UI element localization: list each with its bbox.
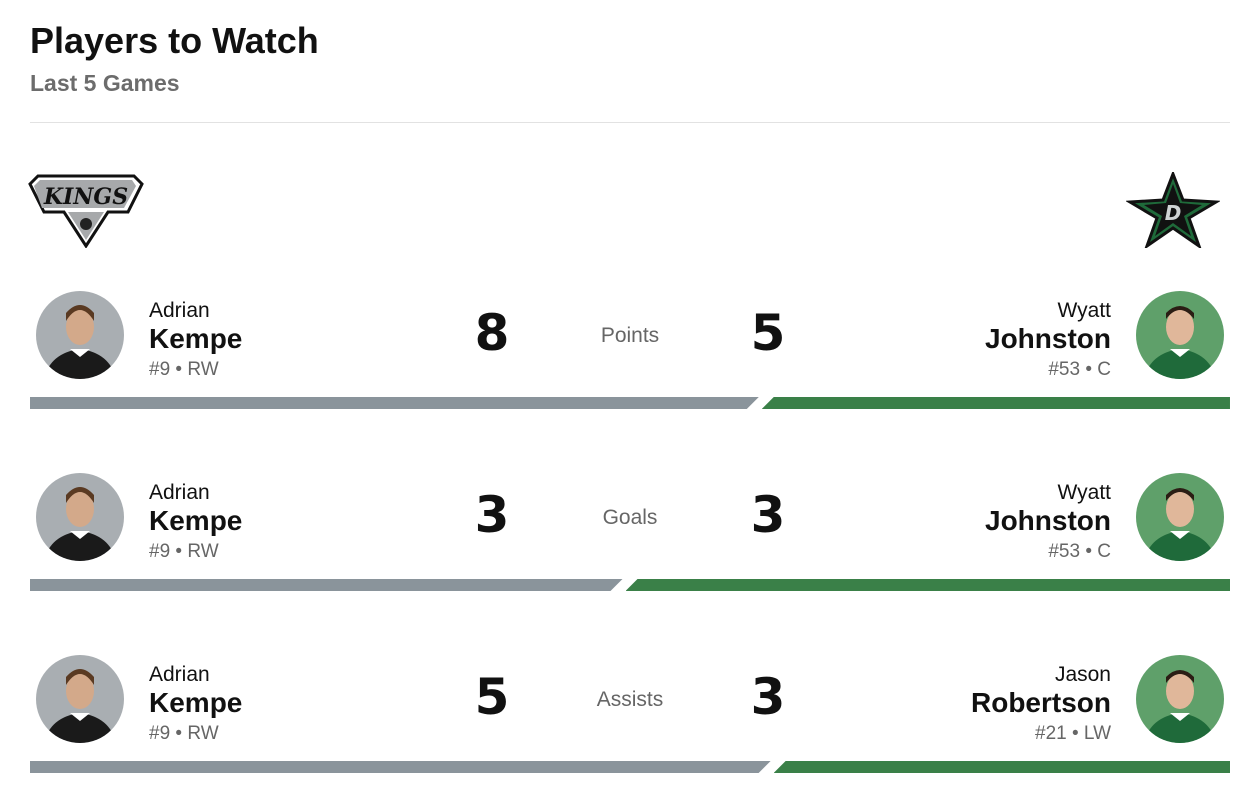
player-number-position: #9 • RW: [149, 723, 219, 744]
left-player-name[interactable]: Adrian Kempe #9 • RW: [149, 299, 242, 385]
right-share-bar: [773, 761, 1230, 773]
player-avatar[interactable]: [36, 291, 124, 379]
page-subtitle: Last 5 Games: [30, 70, 180, 96]
player-avatar[interactable]: [1136, 291, 1224, 379]
stars-logo: D: [1126, 172, 1220, 248]
right-share-bar: [625, 579, 1230, 591]
right-stat-value: 5: [750, 304, 786, 362]
left-stat-value: 8: [474, 304, 510, 362]
player-avatar[interactable]: [1136, 473, 1224, 561]
stat-row: Adrian Kempe #9 • RW 8 Points 5 Wyatt Jo…: [0, 274, 1252, 456]
left-share-bar: [30, 397, 759, 409]
player-first-name: Jason: [1054, 663, 1111, 686]
stars-logo-text: D: [1165, 201, 1182, 225]
player-last-name: Johnston: [985, 323, 1111, 354]
player-avatar[interactable]: [36, 655, 124, 743]
player-photo-icon: [1144, 306, 1216, 379]
player-photo-icon: [1144, 488, 1216, 561]
player-photo-icon: [1144, 670, 1216, 743]
stat-label: Assists: [596, 688, 664, 711]
player-first-name: Adrian: [149, 663, 210, 686]
player-number-position: #21 • LW: [1035, 723, 1111, 744]
player-first-name: Adrian: [149, 299, 210, 322]
left-player-name[interactable]: Adrian Kempe #9 • RW: [149, 663, 242, 749]
player-photo-icon: [44, 305, 116, 379]
left-stat-value: 3: [474, 486, 510, 544]
right-stat-value: 3: [750, 668, 786, 726]
right-stat-value: 3: [750, 486, 786, 544]
player-last-name: Johnston: [985, 505, 1111, 536]
right-player-name[interactable]: Wyatt Johnston #53 • C: [985, 481, 1111, 567]
player-avatar[interactable]: [1136, 655, 1224, 743]
player-last-name: Kempe: [149, 687, 243, 718]
left-stat-value: 5: [474, 668, 510, 726]
stat-row: Adrian Kempe #9 • RW 3 Goals 3 Wyatt Joh…: [0, 456, 1252, 638]
left-share-bar: [30, 579, 623, 591]
player-avatar[interactable]: [36, 473, 124, 561]
right-player-name[interactable]: Jason Robertson #21 • LW: [971, 663, 1111, 749]
player-number-position: #53 • C: [1048, 359, 1111, 380]
right-share-bar: [761, 397, 1230, 409]
right-player-name[interactable]: Wyatt Johnston #53 • C: [985, 299, 1111, 385]
player-first-name: Wyatt: [1057, 299, 1111, 322]
player-photo-icon: [44, 487, 116, 561]
stat-label: Goals: [602, 506, 658, 529]
kings-logo: KINGS: [28, 174, 144, 248]
divider: [30, 122, 1230, 123]
stat-row: Adrian Kempe #9 • RW 5 Assists 3 Jason R…: [0, 638, 1252, 800]
player-first-name: Wyatt: [1057, 481, 1111, 504]
player-last-name: Kempe: [149, 505, 243, 536]
player-photo-icon: [44, 669, 116, 743]
left-share-bar: [30, 761, 771, 773]
player-number-position: #53 • C: [1048, 541, 1111, 562]
kings-logo-text: KINGS: [43, 184, 128, 210]
player-first-name: Adrian: [149, 481, 210, 504]
left-player-name[interactable]: Adrian Kempe #9 • RW: [149, 481, 242, 567]
player-number-position: #9 • RW: [149, 359, 219, 380]
player-number-position: #9 • RW: [149, 541, 219, 562]
player-last-name: Robertson: [971, 687, 1111, 718]
stat-label: Points: [600, 324, 660, 347]
page-title: Players to Watch: [30, 20, 319, 61]
player-last-name: Kempe: [149, 323, 243, 354]
